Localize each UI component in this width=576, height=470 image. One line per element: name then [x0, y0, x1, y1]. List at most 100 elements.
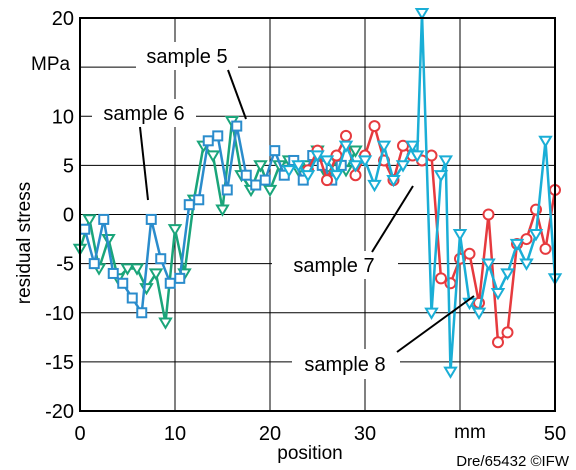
data-point-square	[117, 277, 129, 289]
footer-credit: Dre/65432 ©IFW	[456, 453, 570, 470]
y-tick-label: -10	[45, 303, 74, 325]
data-point-square	[136, 307, 148, 319]
annotation-box	[272, 251, 398, 279]
annotation-box	[292, 349, 400, 379]
y-tick-label: 20	[52, 8, 74, 30]
plot-frame	[79, 17, 556, 412]
annotations-layer: sample 5 sample 6 sample 7 sample 8	[92, 42, 475, 379]
y-tick-label: -5	[56, 254, 74, 276]
annotation-label: sample 7	[293, 255, 374, 277]
data-point-triangle	[129, 263, 145, 276]
data-point-square	[250, 179, 262, 191]
data-point-triangle	[490, 287, 506, 301]
data-point-triangle	[262, 184, 278, 198]
data-point-square	[79, 223, 91, 235]
x-unit-label: mm	[454, 422, 486, 443]
data-point-triangle	[414, 7, 430, 21]
x-tick-label: 50	[544, 423, 566, 445]
data-point-triangle	[348, 160, 363, 173]
data-point-triangle	[300, 170, 316, 183]
data-point-square	[231, 120, 243, 132]
y-tick-label: 10	[52, 106, 74, 128]
data-point-triangle	[386, 174, 401, 188]
data-point-square	[155, 253, 167, 265]
data-point-triangle	[443, 366, 458, 379]
annotation-label: sample 8	[304, 354, 385, 376]
y-tick-label: -20	[45, 401, 74, 423]
annotation-leader	[227, 69, 247, 120]
data-point-triangle	[329, 170, 344, 183]
data-point-square	[193, 194, 205, 206]
data-point-triangle	[405, 140, 420, 153]
series-sample-5	[281, 7, 563, 379]
x-tick-label: 20	[259, 423, 281, 445]
data-point-triangle	[438, 155, 453, 168]
annotation-label: sample 6	[103, 103, 184, 125]
data-point-triangle	[395, 160, 411, 173]
data-point-triangle	[281, 165, 297, 178]
data-point-circle	[340, 129, 352, 142]
data-point-square	[183, 199, 195, 211]
data-point-triangle	[410, 150, 425, 163]
data-point-triangle	[424, 307, 439, 320]
data-point-square	[164, 277, 176, 289]
data-point-triangle	[215, 204, 230, 217]
data-point-triangle	[167, 224, 183, 237]
data-point-square	[145, 213, 157, 225]
y-tick-label: 5	[63, 155, 74, 177]
data-point-square	[174, 272, 186, 284]
data-point-circle	[492, 336, 504, 349]
data-point-triangle	[82, 214, 97, 227]
data-point-triangle	[338, 140, 354, 153]
y-tick-label: -15	[45, 352, 74, 374]
data-point-square	[240, 169, 252, 181]
x-tick-label: 0	[74, 423, 85, 445]
data-point-triangle	[205, 150, 221, 163]
annotation-leader	[139, 126, 149, 201]
series-layer	[72, 7, 563, 379]
data-point-circle	[368, 120, 381, 133]
data-point-circle	[482, 208, 495, 221]
data-point-circle	[444, 277, 457, 290]
annotation-box	[136, 42, 238, 70]
data-point-triangle	[291, 160, 306, 173]
data-point-square	[98, 213, 110, 225]
data-point-triangle	[120, 263, 135, 276]
data-point-triangle	[253, 160, 268, 173]
data-point-triangle	[348, 145, 363, 158]
data-point-square	[202, 135, 214, 147]
data-point-triangle	[509, 238, 525, 252]
series-sample-8	[302, 120, 561, 349]
data-point-square	[107, 267, 119, 279]
data-point-circle	[539, 242, 552, 255]
annotation-leader	[371, 185, 414, 253]
data-point-triangle	[357, 155, 373, 168]
data-point-triangle	[500, 268, 515, 281]
data-point-circle	[397, 139, 409, 152]
data-point-triangle	[481, 258, 496, 271]
data-point-triangle	[158, 317, 173, 330]
data-point-circle	[425, 149, 438, 162]
annotation-box	[92, 99, 196, 127]
data-point-triangle	[433, 170, 449, 183]
data-point-square	[221, 184, 233, 196]
y-tick-label: 0	[63, 205, 74, 227]
data-point-triangle	[148, 268, 164, 281]
data-point-triangle	[519, 258, 534, 271]
y-axis-label: residual stress	[14, 182, 35, 305]
data-point-square	[212, 130, 224, 142]
x-tick-label: 10	[164, 423, 186, 445]
annotation-label: sample 5	[146, 46, 227, 68]
data-point-triangle	[538, 135, 553, 149]
x-tick-label: 30	[354, 423, 376, 445]
x-axis-label: position	[277, 443, 343, 464]
data-point-triangle	[452, 229, 468, 242]
y-unit-label: MPa	[31, 54, 71, 75]
data-point-square	[259, 174, 271, 186]
data-point-triangle	[367, 179, 382, 193]
data-point-circle	[501, 326, 514, 339]
data-point-square	[88, 258, 100, 270]
data-point-circle	[435, 272, 447, 285]
